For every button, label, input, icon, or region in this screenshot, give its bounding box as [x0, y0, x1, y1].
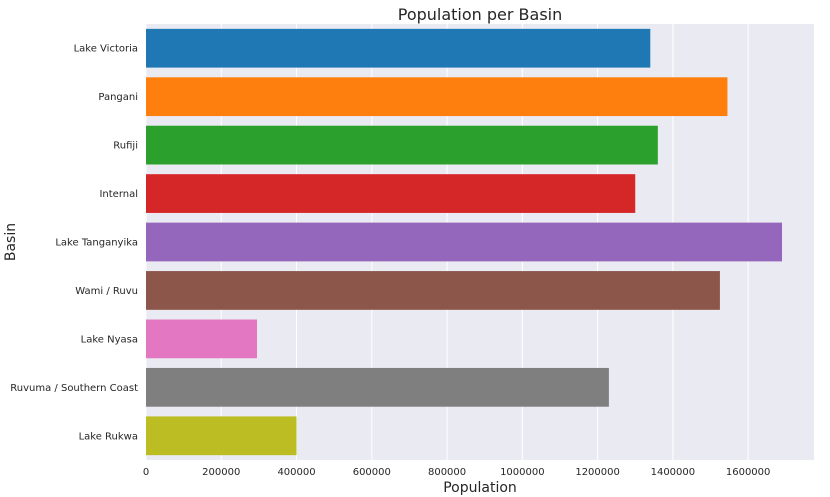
- bar: [146, 367, 609, 407]
- bar: [146, 319, 258, 359]
- bar: [146, 77, 728, 117]
- category-label: Ruvuma / Southern Coast: [10, 383, 138, 394]
- bar: [146, 125, 658, 165]
- bar: [146, 28, 651, 68]
- x-tick-label: 1200000: [575, 467, 620, 478]
- category-label: Lake Rukwa: [79, 431, 138, 442]
- x-tick-label: 0: [143, 467, 149, 478]
- x-tick-label: 1000000: [500, 467, 545, 478]
- category-label: Wami / Ruvu: [75, 286, 138, 297]
- category-label: Lake Tanganyika: [55, 238, 138, 249]
- x-tick-label: 600000: [353, 467, 391, 478]
- x-tick-labels: 0 200000 400000 600000 800000 1000000 1200000 1…: [143, 467, 771, 478]
- bars: [146, 28, 783, 456]
- category-label: Rufiji: [113, 141, 138, 152]
- x-axis-title: Population: [443, 480, 517, 496]
- x-tick-label: 1400000: [651, 467, 696, 478]
- bar: [146, 416, 297, 456]
- x-tick-label: 1600000: [726, 467, 771, 478]
- x-tick-label: 400000: [277, 467, 315, 478]
- bar: [146, 174, 636, 213]
- category-label: Pangani: [98, 92, 138, 103]
- bar: [146, 271, 720, 310]
- category-labels: Lake Victoria Pangani Rufiji Internal Lake T…: [10, 44, 138, 443]
- y-axis-title: Basin: [3, 223, 19, 261]
- chart-title: Population per Basin: [398, 5, 563, 24]
- x-tick-label: 800000: [428, 467, 466, 478]
- category-label: Internal: [99, 189, 138, 200]
- category-label: Lake Nyasa: [81, 334, 138, 345]
- bar: [146, 222, 783, 262]
- x-tick-label: 200000: [202, 467, 240, 478]
- category-label: Lake Victoria: [74, 44, 138, 55]
